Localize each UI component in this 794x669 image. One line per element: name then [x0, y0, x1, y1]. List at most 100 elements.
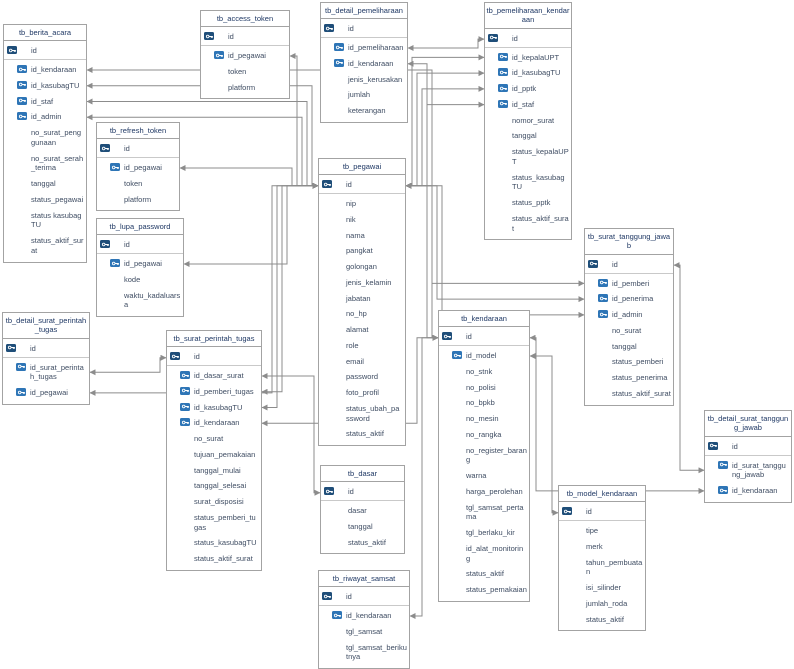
entity-table-tb_model_kendaraan[interactable]: tb_model_kendaraan id tipe merk tahun_pembua… — [558, 485, 646, 632]
field-row[interactable]: nomor_surat — [485, 113, 571, 129]
field-row[interactable]: tanggal — [485, 128, 571, 144]
field-row-foreign-key[interactable]: id_pptk — [485, 81, 571, 97]
field-row-primary-key[interactable]: id — [321, 21, 407, 39]
table-title[interactable]: tb_pemeliharaan_kendaraan — [485, 3, 571, 29]
table-title[interactable]: tb_refresh_token — [97, 123, 179, 140]
field-row[interactable]: status_kasubagTU — [167, 535, 261, 551]
field-row[interactable]: nama — [319, 228, 405, 244]
field-row-primary-key[interactable]: id — [439, 329, 529, 347]
field-row[interactable]: no_surat_penggunaan — [4, 125, 86, 151]
field-row-foreign-key[interactable]: id_surat_perintah_tugas — [3, 360, 89, 386]
field-row-foreign-key[interactable]: id_penerima — [585, 291, 673, 307]
field-row-foreign-key[interactable]: id_kendaraan — [319, 608, 409, 624]
field-row-foreign-key[interactable]: id_pegawai — [201, 48, 289, 64]
table-title[interactable]: tb_berita_acara — [4, 25, 86, 42]
field-row-foreign-key[interactable]: id_kasubagTU — [485, 65, 571, 81]
field-row[interactable]: tgl_samsat — [319, 624, 409, 640]
field-row-primary-key[interactable]: id — [3, 341, 89, 358]
table-title[interactable]: tb_detail_surat_perintah_tugas — [3, 313, 89, 339]
field-row[interactable]: no_hp — [319, 306, 405, 322]
field-row[interactable]: status_pptk — [485, 195, 571, 211]
field-row[interactable]: harga_perolehan — [439, 484, 529, 500]
field-row[interactable]: platform — [97, 192, 179, 208]
table-title[interactable]: tb_riwayat_samsat — [319, 571, 409, 588]
field-row-primary-key[interactable]: id — [97, 237, 183, 255]
field-row-primary-key[interactable]: id — [321, 484, 404, 502]
field-row-primary-key[interactable]: id — [167, 349, 261, 367]
field-row[interactable]: status_aktif — [439, 566, 529, 582]
field-row[interactable]: no_surat — [167, 431, 261, 447]
field-row[interactable]: merk — [559, 539, 645, 555]
field-row-foreign-key[interactable]: id_admin — [4, 109, 86, 125]
field-row[interactable]: nip — [319, 196, 405, 212]
field-row[interactable]: no_rangka — [439, 427, 529, 443]
field-row-primary-key[interactable]: id — [201, 29, 289, 47]
field-row[interactable]: email — [319, 354, 405, 370]
field-row[interactable]: pangkat — [319, 243, 405, 259]
field-row[interactable]: status_pemberi — [585, 354, 673, 370]
field-row[interactable]: waktu_kadaluarsa — [97, 288, 183, 314]
field-row[interactable]: tahun_pembuatan — [559, 555, 645, 581]
field-row[interactable]: jumlah_roda — [559, 596, 645, 612]
field-row[interactable]: token — [97, 176, 179, 192]
field-row-foreign-key[interactable]: id_kepalaUPT — [485, 50, 571, 66]
field-row[interactable]: status_aktif_surat — [585, 386, 673, 402]
field-row[interactable]: jenis_kelamin — [319, 275, 405, 291]
field-row[interactable]: isi_silinder — [559, 580, 645, 596]
table-title[interactable]: tb_surat_perintah_tugas — [167, 331, 261, 348]
field-row[interactable]: password — [319, 369, 405, 385]
field-row-foreign-key[interactable]: id_kendaraan — [4, 62, 86, 78]
field-row[interactable]: status_aktif_surat — [485, 211, 571, 237]
entity-table-tb_detail_surat_tanggung_jawab[interactable]: tb_detail_surat_tanggung_jawab id id_surat… — [704, 410, 792, 503]
field-row[interactable]: status_kasubagTU — [485, 170, 571, 196]
field-row[interactable]: surat_disposisi — [167, 494, 261, 510]
table-title[interactable]: tb_model_kendaraan — [559, 486, 645, 503]
table-title[interactable]: tb_surat_tanggung_jawab — [585, 229, 673, 255]
field-row-foreign-key[interactable]: id_pemberi — [585, 276, 673, 292]
field-row-foreign-key[interactable]: id_pegawai — [97, 160, 179, 176]
field-row-foreign-key[interactable]: id_pegawai — [97, 256, 183, 272]
entity-table-tb_dasar[interactable]: tb_dasar id dasar tanggal status_aktif — [320, 465, 405, 555]
field-row[interactable]: status_penerima — [585, 370, 673, 386]
entity-table-tb_refresh_token[interactable]: tb_refresh_token id id_pegawai token platfor… — [96, 122, 180, 212]
field-row[interactable]: jumlah — [321, 87, 407, 103]
field-row-foreign-key[interactable]: id_pemberi_tugas — [167, 384, 261, 400]
field-row[interactable]: dasar — [321, 503, 404, 519]
entity-table-tb_detail_pemeliharaan[interactable]: tb_detail_pemeliharaan id id_pemeliharaan i… — [320, 2, 408, 123]
table-title[interactable]: tb_detail_surat_tanggung_jawab — [705, 411, 791, 437]
field-row[interactable]: status_pegawai — [4, 192, 86, 208]
field-row[interactable]: status_ubah_password — [319, 401, 405, 427]
field-row-primary-key[interactable]: id — [559, 504, 645, 522]
field-row[interactable]: status kasubagTU — [4, 208, 86, 234]
field-row[interactable]: no_bpkb — [439, 395, 529, 411]
field-row-foreign-key[interactable]: id_model — [439, 348, 529, 364]
field-row[interactable]: tgl_samsat_berikutnya — [319, 640, 409, 666]
field-row[interactable]: role — [319, 338, 405, 354]
field-row[interactable]: platform — [201, 80, 289, 96]
field-row[interactable]: tanggal_selesai — [167, 478, 261, 494]
table-title[interactable]: tb_lupa_password — [97, 219, 183, 236]
field-row-foreign-key[interactable]: id_kasubagTU — [167, 400, 261, 416]
field-row[interactable]: alamat — [319, 322, 405, 338]
entity-table-tb_surat_tanggung_jawab[interactable]: tb_surat_tanggung_jawab id id_pemberi id_pe… — [584, 228, 674, 406]
field-row[interactable]: warna — [439, 468, 529, 484]
field-row[interactable]: tipe — [559, 523, 645, 539]
field-row[interactable]: status_kepalaUPT — [485, 144, 571, 170]
entity-table-tb_pemeliharaan_kendaraan[interactable]: tb_pemeliharaan_kendaraan id id_kepalaUPT i… — [484, 2, 572, 241]
field-row[interactable]: keterangan — [321, 103, 407, 119]
table-title[interactable]: tb_access_token — [201, 11, 289, 28]
entity-table-tb_surat_perintah_tugas[interactable]: tb_surat_perintah_tugas id id_dasar_surat i… — [166, 330, 262, 571]
field-row[interactable]: status_aktif — [319, 426, 405, 442]
field-row-foreign-key[interactable]: id_kendaraan — [167, 415, 261, 431]
field-row-foreign-key[interactable]: id_dasar_surat — [167, 368, 261, 384]
field-row-foreign-key[interactable]: id_kendaraan — [705, 483, 791, 499]
field-row[interactable]: no_register_barang — [439, 443, 529, 469]
field-row-foreign-key[interactable]: id_pegawai — [3, 385, 89, 401]
entity-table-tb_access_token[interactable]: tb_access_token id id_pegawai token platform — [200, 10, 290, 100]
field-row[interactable]: tanggal_mulai — [167, 463, 261, 479]
table-title[interactable]: tb_kendaraan — [439, 311, 529, 328]
entity-table-tb_pegawai[interactable]: tb_pegawai id nip nik nama pangkat golongan jen… — [318, 158, 406, 447]
field-row-primary-key[interactable]: id — [705, 439, 791, 456]
